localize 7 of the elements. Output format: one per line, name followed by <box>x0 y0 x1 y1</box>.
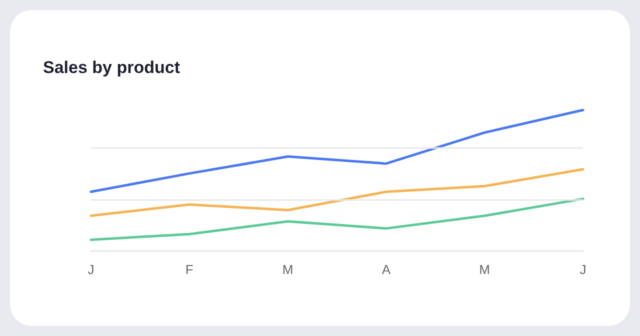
x-tick-label: M <box>479 262 490 277</box>
chart-title: Sales by product <box>43 58 180 77</box>
x-tick-label: J <box>580 262 586 277</box>
x-tick-label: J <box>88 262 94 277</box>
x-tick-label: M <box>282 262 294 277</box>
x-tick-label: A <box>382 262 391 277</box>
x-tick-label: F <box>185 262 194 277</box>
